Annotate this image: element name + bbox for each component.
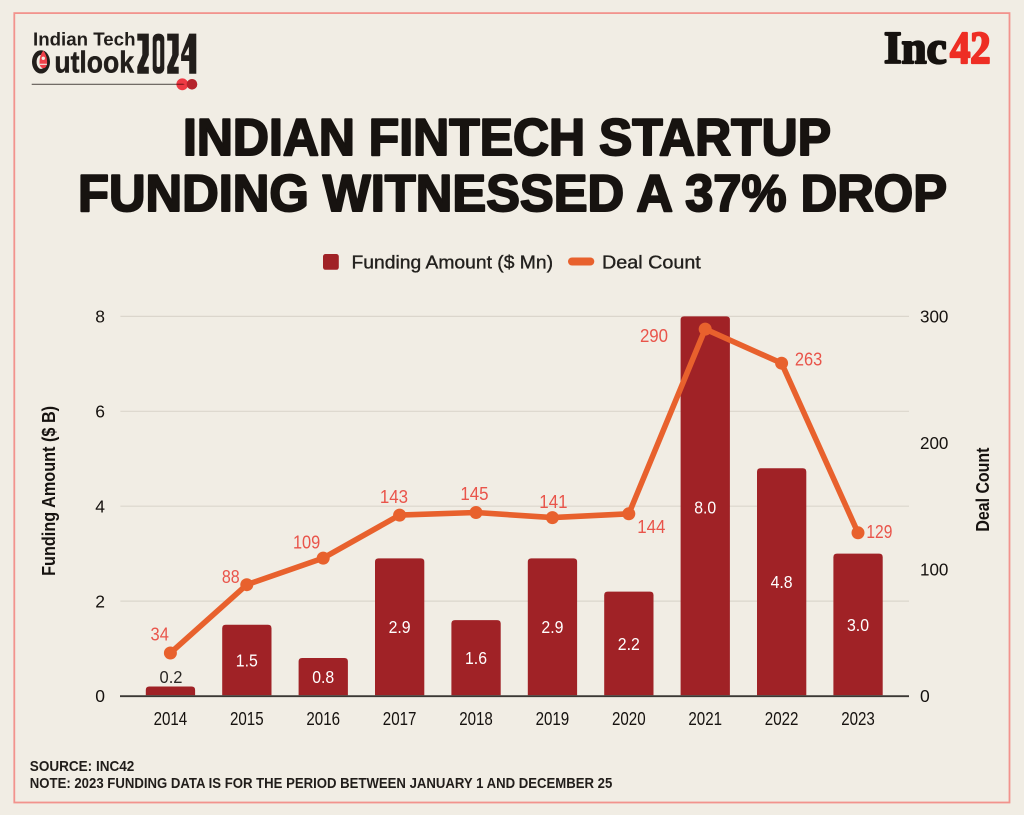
svg-text:2020: 2020 <box>612 708 646 729</box>
svg-text:144: 144 <box>637 517 665 537</box>
svg-text:Inc: Inc <box>884 23 947 73</box>
svg-text:2.9: 2.9 <box>541 617 563 637</box>
svg-text:Funding Amount ($ Mn): Funding Amount ($ Mn) <box>352 253 554 273</box>
svg-text:145: 145 <box>460 484 488 504</box>
svg-text:Deal Count: Deal Count <box>602 253 701 273</box>
svg-text:Deal Count: Deal Count <box>972 448 993 532</box>
svg-text:2016: 2016 <box>306 708 340 729</box>
svg-text:2019: 2019 <box>536 708 570 729</box>
svg-text:utlook: utlook <box>54 45 134 80</box>
svg-text:2018: 2018 <box>459 708 493 729</box>
svg-text:2021: 2021 <box>688 708 722 729</box>
svg-text:0: 0 <box>920 686 930 706</box>
svg-text:0.8: 0.8 <box>312 667 334 687</box>
svg-text:NOTE: 2023 FUNDING DATA IS FOR: NOTE: 2023 FUNDING DATA IS FOR THE PERIO… <box>30 775 613 792</box>
svg-text:1.6: 1.6 <box>465 648 487 668</box>
svg-text:Funding Amount ($ B): Funding Amount ($ B) <box>38 406 59 576</box>
svg-text:88: 88 <box>222 567 240 587</box>
svg-text:Indian Tech: Indian Tech <box>33 29 136 50</box>
svg-text:2022: 2022 <box>765 708 799 729</box>
svg-text:100: 100 <box>920 560 949 580</box>
svg-text:0.2: 0.2 <box>160 667 183 687</box>
svg-text:34: 34 <box>151 625 169 645</box>
svg-text:2014: 2014 <box>154 708 188 729</box>
svg-text:2: 2 <box>95 591 105 611</box>
svg-text:141: 141 <box>539 492 567 512</box>
svg-text:0: 0 <box>95 686 105 706</box>
svg-text:109: 109 <box>293 533 320 553</box>
svg-text:2017: 2017 <box>383 708 417 729</box>
svg-text:8: 8 <box>95 307 105 327</box>
svg-text:2023: 2023 <box>841 708 875 729</box>
svg-text:2015: 2015 <box>230 708 264 729</box>
svg-text:290: 290 <box>640 326 668 346</box>
svg-text:300: 300 <box>920 307 949 327</box>
svg-text:263: 263 <box>795 350 822 370</box>
svg-text:3.0: 3.0 <box>847 615 869 635</box>
svg-text:1.5: 1.5 <box>236 650 258 670</box>
svg-text:FUNDING WITNESSED A 37% DROP: FUNDING WITNESSED A 37% DROP <box>78 165 947 223</box>
svg-text:4.8: 4.8 <box>771 572 793 592</box>
svg-text:2.2: 2.2 <box>618 634 640 654</box>
svg-text:129: 129 <box>866 522 892 542</box>
svg-text:8.0: 8.0 <box>694 498 716 518</box>
svg-text:42: 42 <box>950 23 991 73</box>
svg-text:4: 4 <box>95 496 105 516</box>
svg-text:200: 200 <box>920 433 949 453</box>
svg-text:6: 6 <box>95 402 105 422</box>
svg-text:INDIAN FINTECH STARTUP: INDIAN FINTECH STARTUP <box>183 109 831 167</box>
svg-text:SOURCE: INC42: SOURCE: INC42 <box>30 758 135 775</box>
svg-text:2.9: 2.9 <box>389 617 411 637</box>
svg-text:143: 143 <box>380 487 408 507</box>
